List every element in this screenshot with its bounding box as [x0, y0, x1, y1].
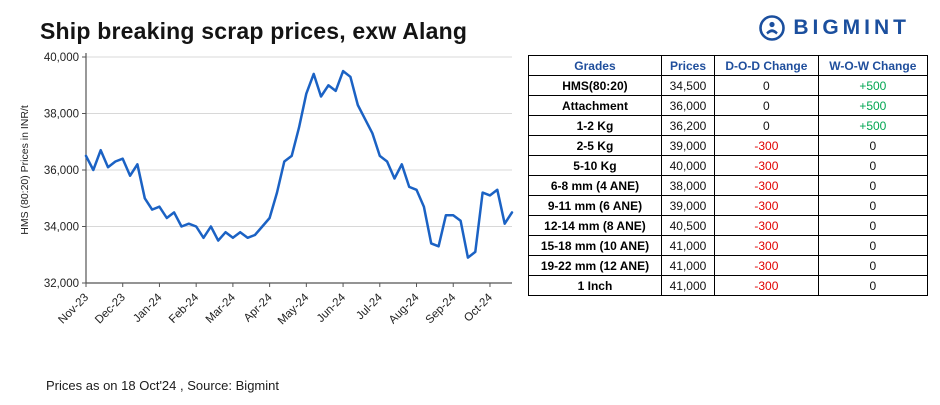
cell-wow: +500	[817, 115, 929, 136]
cell-wow: 0	[817, 255, 929, 276]
y-tick-label: 32,000	[44, 278, 79, 290]
cell-price: 41,000	[660, 255, 716, 276]
y-axis-title: HMS (80:20) Prices in INR/t	[19, 105, 31, 235]
bigmint-logo-text: BIGMINT	[793, 16, 910, 39]
cell-price: 40,500	[660, 215, 716, 236]
chart-svg: 32,000 34,000 36,000 38,000 40,000 Nov-23 Dec-…	[19, 52, 514, 327]
price-series-line	[84, 69, 514, 259]
x-tick-label: Mar-24	[204, 291, 239, 326]
cell-price: 41,000	[660, 275, 716, 296]
cell-price: 39,000	[660, 135, 716, 156]
table-row: 1 Inch 41,000 -300 0	[528, 275, 929, 296]
x-tick-label: May-24	[276, 291, 312, 327]
cell-grade: 2-5 Kg	[528, 135, 662, 156]
cell-dod: -300	[714, 215, 819, 236]
bigmint-logo: BIGMINT	[758, 14, 910, 42]
cell-dod: -300	[714, 135, 819, 156]
x-tick-label: Jun-24	[315, 291, 349, 325]
cell-price: 40,000	[660, 155, 716, 176]
cell-dod: -300	[714, 155, 819, 176]
cell-price: 36,200	[660, 115, 716, 136]
cell-wow: +500	[817, 95, 929, 116]
content: 32,000 34,000 36,000 38,000 40,000 Nov-23 Dec-…	[0, 45, 940, 354]
x-tick-label: Jul-24	[354, 291, 385, 322]
cell-grade: 12-14 mm (8 ANE)	[528, 215, 662, 236]
cell-dod: -300	[714, 255, 819, 276]
cell-dod: -300	[714, 235, 819, 256]
cell-wow: +500	[817, 75, 929, 96]
page-title: Ship breaking scrap prices, exw Alang	[40, 18, 468, 44]
x-tick-label: Feb-24	[167, 291, 202, 326]
cell-dod: -300	[714, 175, 819, 196]
y-tick-label: 34,000	[44, 222, 79, 234]
cell-grade: 15-18 mm (10 ANE)	[528, 235, 662, 256]
table-row: 9-11 mm (6 ANE) 39,000 -300 0	[528, 195, 929, 216]
cell-dod: -300	[714, 195, 819, 216]
table-row: 15-18 mm (10 ANE) 41,000 -300 0	[528, 235, 929, 256]
source-note: Prices as on 18 Oct'24 , Source: Bigmint	[46, 378, 279, 393]
x-tick-label: Jan-24	[131, 291, 165, 325]
cell-dod: 0	[714, 95, 819, 116]
x-tick-label: Nov-23	[56, 292, 91, 327]
cell-grade: 5-10 Kg	[528, 155, 662, 176]
table-row: 5-10 Kg 40,000 -300 0	[528, 155, 929, 176]
x-tick-label: Apr-24	[242, 291, 275, 324]
col-header-1: Prices	[660, 55, 716, 76]
cell-dod: -300	[714, 275, 819, 296]
cell-dod: 0	[714, 75, 819, 96]
cell-wow: 0	[817, 235, 929, 256]
prices-table-wrap: Grades Prices D-O-D Change W-O-W Change HMS…	[528, 55, 932, 296]
x-tick-label: Dec-23	[93, 292, 128, 327]
cell-price: 39,000	[660, 195, 716, 216]
cell-grade: 1-2 Kg	[528, 115, 662, 136]
table-row: 19-22 mm (12 ANE) 41,000 -300 0	[528, 255, 929, 276]
y-tick-label: 40,000	[44, 52, 79, 64]
col-header-2: D-O-D Change	[714, 55, 819, 76]
cell-wow: 0	[817, 135, 929, 156]
cell-grade: 6-8 mm (4 ANE)	[528, 175, 662, 196]
bigmint-logo-icon	[759, 15, 786, 41]
table-header-row: Grades Prices D-O-D Change W-O-W Change	[528, 55, 929, 76]
table-row: 6-8 mm (4 ANE) 38,000 -300 0	[528, 175, 929, 196]
table-row: 2-5 Kg 39,000 -300 0	[528, 135, 929, 156]
y-tick-label: 38,000	[44, 109, 79, 121]
cell-wow: 0	[817, 155, 929, 176]
cell-grade: Attachment	[528, 95, 662, 116]
x-tick-label: Aug-24	[387, 291, 422, 326]
cell-price: 34,500	[660, 75, 716, 96]
cell-grade: 19-22 mm (12 ANE)	[528, 255, 662, 276]
x-tick-label: Oct-24	[462, 291, 495, 324]
cell-wow: 0	[817, 275, 929, 296]
table-row: 12-14 mm (8 ANE) 40,500 -300 0	[528, 215, 929, 236]
table-row: HMS(80:20) 34,500 0 +500	[528, 75, 929, 96]
col-header-0: Grades	[528, 55, 662, 76]
table-row: Attachment 36,000 0 +500	[528, 95, 929, 116]
cell-wow: 0	[817, 195, 929, 216]
cell-dod: 0	[714, 115, 819, 136]
cell-wow: 0	[817, 175, 929, 196]
cell-wow: 0	[817, 215, 929, 236]
header: Ship breaking scrap prices, exw Alang BI…	[0, 0, 940, 45]
col-header-3: W-O-W Change	[817, 55, 929, 76]
prices-table: Grades Prices D-O-D Change W-O-W Change HMS…	[528, 55, 929, 296]
cell-price: 36,000	[660, 95, 716, 116]
table-row: 1-2 Kg 36,200 0 +500	[528, 115, 929, 136]
cell-grade: HMS(80:20)	[528, 75, 662, 96]
cell-grade: 9-11 mm (6 ANE)	[528, 195, 662, 216]
cell-price: 38,000	[660, 175, 716, 196]
cell-grade: 1 Inch	[528, 275, 662, 296]
y-tick-label: 36,000	[44, 165, 79, 177]
cell-price: 41,000	[660, 235, 716, 256]
price-chart: 32,000 34,000 36,000 38,000 40,000 Nov-23 Dec-…	[14, 47, 522, 354]
x-tick-label: Sep-24	[424, 291, 459, 326]
